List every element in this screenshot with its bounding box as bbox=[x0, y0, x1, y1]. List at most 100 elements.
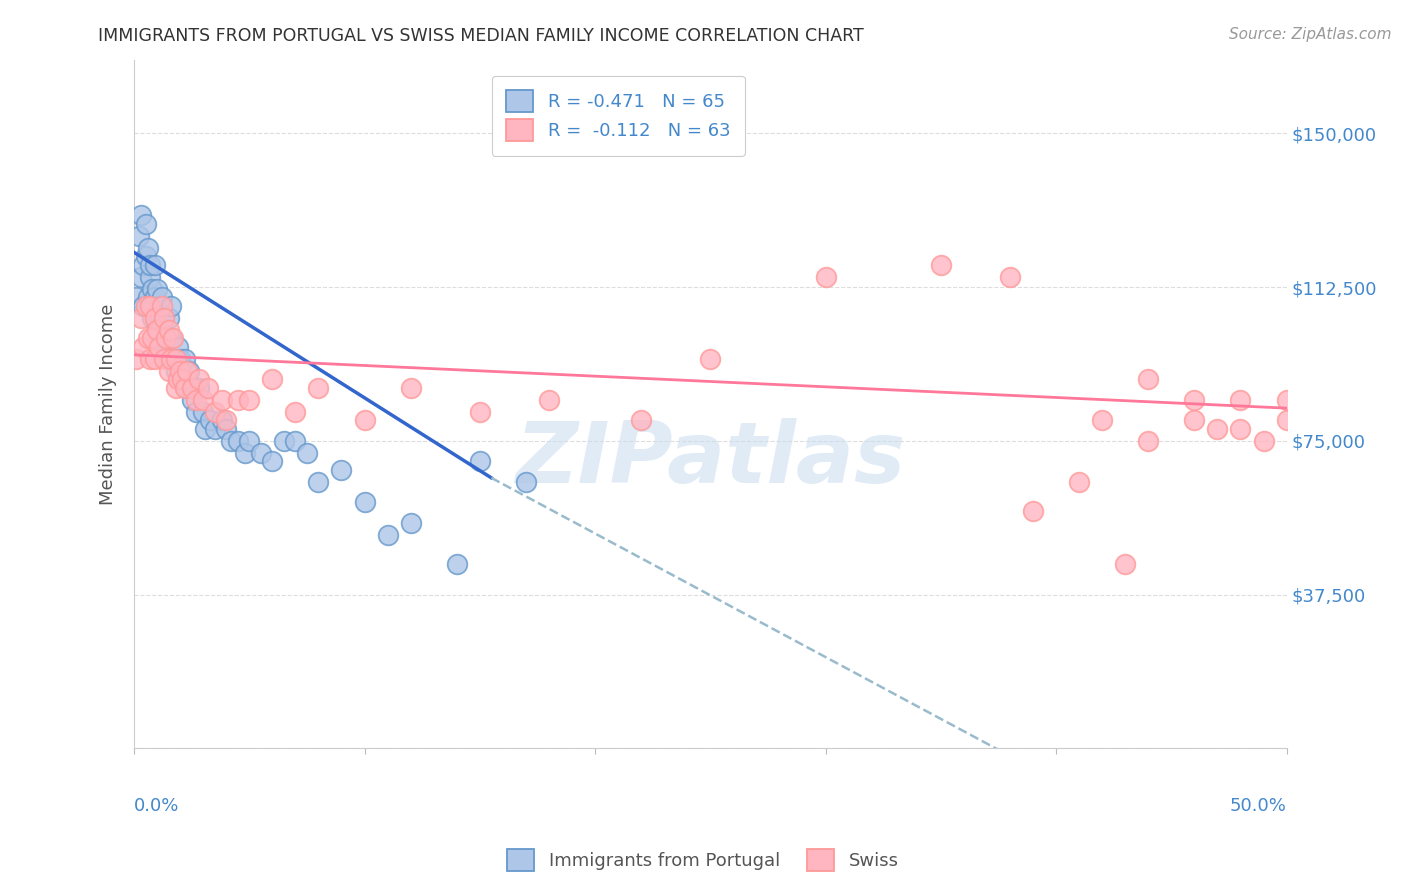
Point bbox=[929, 258, 952, 272]
Point bbox=[187, 381, 209, 395]
Point bbox=[132, 340, 155, 354]
Point bbox=[219, 434, 242, 448]
Point bbox=[169, 364, 191, 378]
Point bbox=[1253, 434, 1275, 448]
Y-axis label: Median Family Income: Median Family Income bbox=[100, 303, 117, 505]
Point bbox=[211, 392, 233, 407]
Point bbox=[160, 331, 183, 345]
Point bbox=[262, 372, 284, 386]
Point bbox=[139, 269, 162, 284]
Point bbox=[186, 405, 208, 419]
Point bbox=[238, 392, 260, 407]
Point bbox=[515, 475, 537, 489]
Point bbox=[353, 495, 375, 509]
Text: Source: ZipAtlas.com: Source: ZipAtlas.com bbox=[1229, 27, 1392, 42]
Point bbox=[193, 405, 215, 419]
Legend: Immigrants from Portugal, Swiss: Immigrants from Portugal, Swiss bbox=[501, 842, 905, 879]
Point bbox=[233, 446, 256, 460]
Text: IMMIGRANTS FROM PORTUGAL VS SWISS MEDIAN FAMILY INCOME CORRELATION CHART: IMMIGRANTS FROM PORTUGAL VS SWISS MEDIAN… bbox=[98, 27, 865, 45]
Point bbox=[273, 434, 295, 448]
Legend: R = -0.471   N = 65, R =  -0.112   N = 63: R = -0.471 N = 65, R = -0.112 N = 63 bbox=[492, 76, 745, 156]
Point bbox=[998, 269, 1021, 284]
Point bbox=[238, 434, 260, 448]
Point bbox=[180, 381, 202, 395]
Point bbox=[295, 446, 318, 460]
Point bbox=[141, 310, 163, 325]
Point bbox=[1275, 392, 1298, 407]
Point bbox=[166, 372, 188, 386]
Point bbox=[157, 364, 180, 378]
Point bbox=[150, 290, 173, 304]
Point bbox=[150, 319, 173, 334]
Point bbox=[155, 331, 177, 345]
Point bbox=[179, 364, 201, 378]
Point bbox=[165, 351, 187, 366]
Point bbox=[146, 323, 169, 337]
Point bbox=[172, 372, 194, 386]
Point bbox=[143, 258, 166, 272]
Point bbox=[353, 413, 375, 427]
Point bbox=[143, 290, 166, 304]
Point bbox=[136, 331, 159, 345]
Point bbox=[630, 413, 652, 427]
Point bbox=[1137, 372, 1160, 386]
Point bbox=[1069, 475, 1091, 489]
Text: 0.0%: 0.0% bbox=[134, 797, 180, 814]
Point bbox=[198, 413, 221, 427]
Point bbox=[176, 381, 198, 395]
Point bbox=[307, 381, 329, 395]
Point bbox=[166, 340, 188, 354]
Point bbox=[249, 446, 271, 460]
Point bbox=[153, 340, 176, 354]
Point bbox=[148, 331, 170, 345]
Point bbox=[204, 422, 226, 436]
Point bbox=[377, 528, 399, 542]
Point bbox=[173, 351, 195, 366]
Point bbox=[157, 351, 180, 366]
Point bbox=[128, 228, 150, 243]
Point bbox=[215, 422, 238, 436]
Point bbox=[1114, 557, 1136, 571]
Text: ZIPatlas: ZIPatlas bbox=[515, 417, 905, 500]
Point bbox=[148, 299, 170, 313]
Point bbox=[143, 351, 166, 366]
Point bbox=[1137, 434, 1160, 448]
Point bbox=[399, 516, 422, 530]
Point bbox=[1022, 503, 1045, 517]
Point bbox=[226, 392, 249, 407]
Point bbox=[1229, 422, 1251, 436]
Point bbox=[135, 217, 157, 231]
Point bbox=[129, 269, 152, 284]
Point bbox=[468, 454, 491, 468]
Point bbox=[132, 299, 155, 313]
Point bbox=[1182, 413, 1205, 427]
Point bbox=[129, 310, 152, 325]
Point bbox=[136, 290, 159, 304]
Point bbox=[162, 331, 184, 345]
Point bbox=[141, 282, 163, 296]
Point bbox=[146, 310, 169, 325]
Point bbox=[187, 372, 209, 386]
Point bbox=[160, 299, 183, 313]
Point bbox=[125, 351, 148, 366]
Point bbox=[139, 351, 162, 366]
Point bbox=[148, 340, 170, 354]
Point bbox=[204, 405, 226, 419]
Point bbox=[146, 282, 169, 296]
Point bbox=[284, 434, 307, 448]
Point bbox=[176, 364, 198, 378]
Point bbox=[1091, 413, 1114, 427]
Point bbox=[135, 299, 157, 313]
Point bbox=[157, 310, 180, 325]
Point bbox=[211, 413, 233, 427]
Point bbox=[153, 351, 176, 366]
Point bbox=[132, 258, 155, 272]
Point bbox=[399, 381, 422, 395]
Point bbox=[135, 249, 157, 263]
Point bbox=[1206, 422, 1229, 436]
Point bbox=[186, 392, 208, 407]
Point bbox=[143, 310, 166, 325]
Point bbox=[1275, 413, 1298, 427]
Point bbox=[141, 331, 163, 345]
Point bbox=[153, 310, 176, 325]
